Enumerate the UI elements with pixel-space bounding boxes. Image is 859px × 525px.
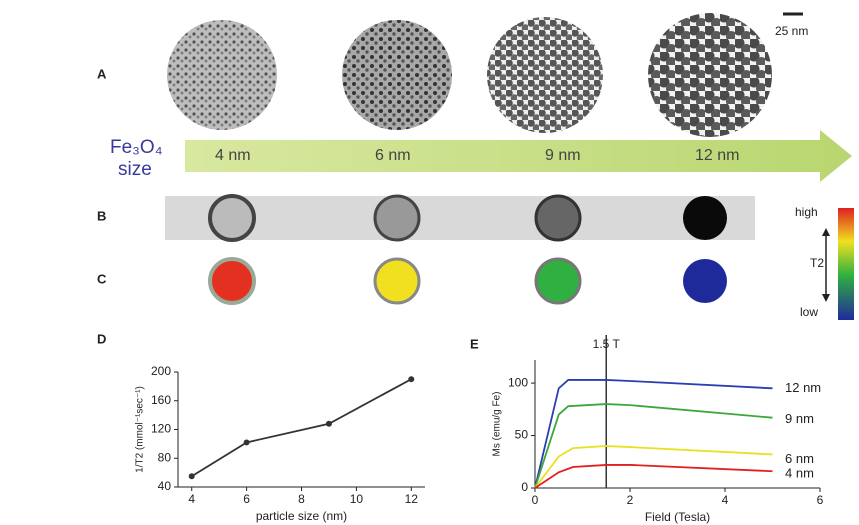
panel-label: D: [97, 331, 106, 346]
x-tick-label: 10: [350, 492, 364, 506]
x-tick-label: 6: [243, 492, 250, 506]
y-axis-label: 1/T2 (mmol⁻¹sec⁻¹): [135, 386, 146, 473]
point: [326, 421, 332, 427]
annotation: 1.5 T: [593, 337, 621, 351]
color-well: [683, 259, 727, 303]
mri-well: [375, 196, 419, 240]
series-line: [535, 465, 773, 488]
tem-image: [648, 13, 772, 137]
x-tick-label: 0: [532, 493, 539, 507]
tem-image: [167, 20, 277, 130]
y-tick-label: 160: [151, 393, 171, 407]
color-well: [210, 259, 254, 303]
y-tick-label: 50: [515, 428, 529, 442]
size-label: 9 nm: [545, 147, 581, 164]
y-tick-label: 0: [521, 480, 528, 494]
x-tick-label: 12: [405, 492, 419, 506]
tem-image: [342, 20, 452, 130]
x-tick-label: 8: [298, 492, 305, 506]
size-label: 4 nm: [215, 147, 251, 164]
series-line: [192, 379, 412, 476]
y-axis-label: Ms (emu/g Fe): [492, 391, 503, 456]
size-arrow: [185, 130, 852, 182]
figure: 25 nm A Fe₃O₄ size 4 nm 6 nm 9 nm 12 nm …: [0, 0, 859, 525]
y-tick-label: 100: [508, 375, 528, 389]
size-label: 6 nm: [375, 147, 411, 164]
x-axis-label: Field (Tesla): [645, 510, 710, 524]
compound-sub: size: [118, 159, 152, 180]
x-tick-label: 2: [627, 493, 634, 507]
y-tick-label: 200: [151, 364, 171, 378]
series-label: 12 nm: [785, 380, 821, 395]
colorbar-label: high: [795, 205, 818, 219]
point: [244, 439, 250, 445]
size-label: 12 nm: [695, 147, 739, 164]
point: [189, 473, 195, 479]
y-tick-label: 80: [158, 450, 172, 464]
arrow-head: [822, 228, 830, 236]
series-label: 6 nm: [785, 451, 814, 466]
series-label: 9 nm: [785, 411, 814, 426]
panel-label: C: [97, 271, 107, 286]
scale-label: 25 nm: [775, 24, 808, 38]
y-tick-label: 120: [151, 422, 171, 436]
panel-label: E: [470, 336, 479, 351]
x-axis-label: particle size (nm): [256, 509, 347, 523]
panel-label: A: [97, 66, 107, 81]
mri-well: [536, 196, 580, 240]
compound-label: Fe₃O₄: [110, 137, 163, 158]
mri-well: [210, 196, 254, 240]
tem-image: [487, 17, 603, 133]
mri-well: [683, 196, 727, 240]
x-tick-label: 6: [817, 493, 824, 507]
series-label: 4 nm: [785, 466, 814, 481]
arrow-head: [822, 294, 830, 302]
x-tick-label: 4: [722, 493, 729, 507]
series-line: [535, 380, 773, 488]
point: [408, 376, 414, 382]
colorbar-label: T2: [810, 256, 824, 270]
series-line: [535, 404, 773, 488]
colorbar-label: low: [800, 305, 818, 319]
panel-label: B: [97, 208, 106, 223]
x-tick-label: 4: [188, 492, 195, 506]
colorbar: [838, 208, 854, 320]
y-tick-label: 40: [158, 479, 172, 493]
color-well: [536, 259, 580, 303]
color-well: [375, 259, 419, 303]
